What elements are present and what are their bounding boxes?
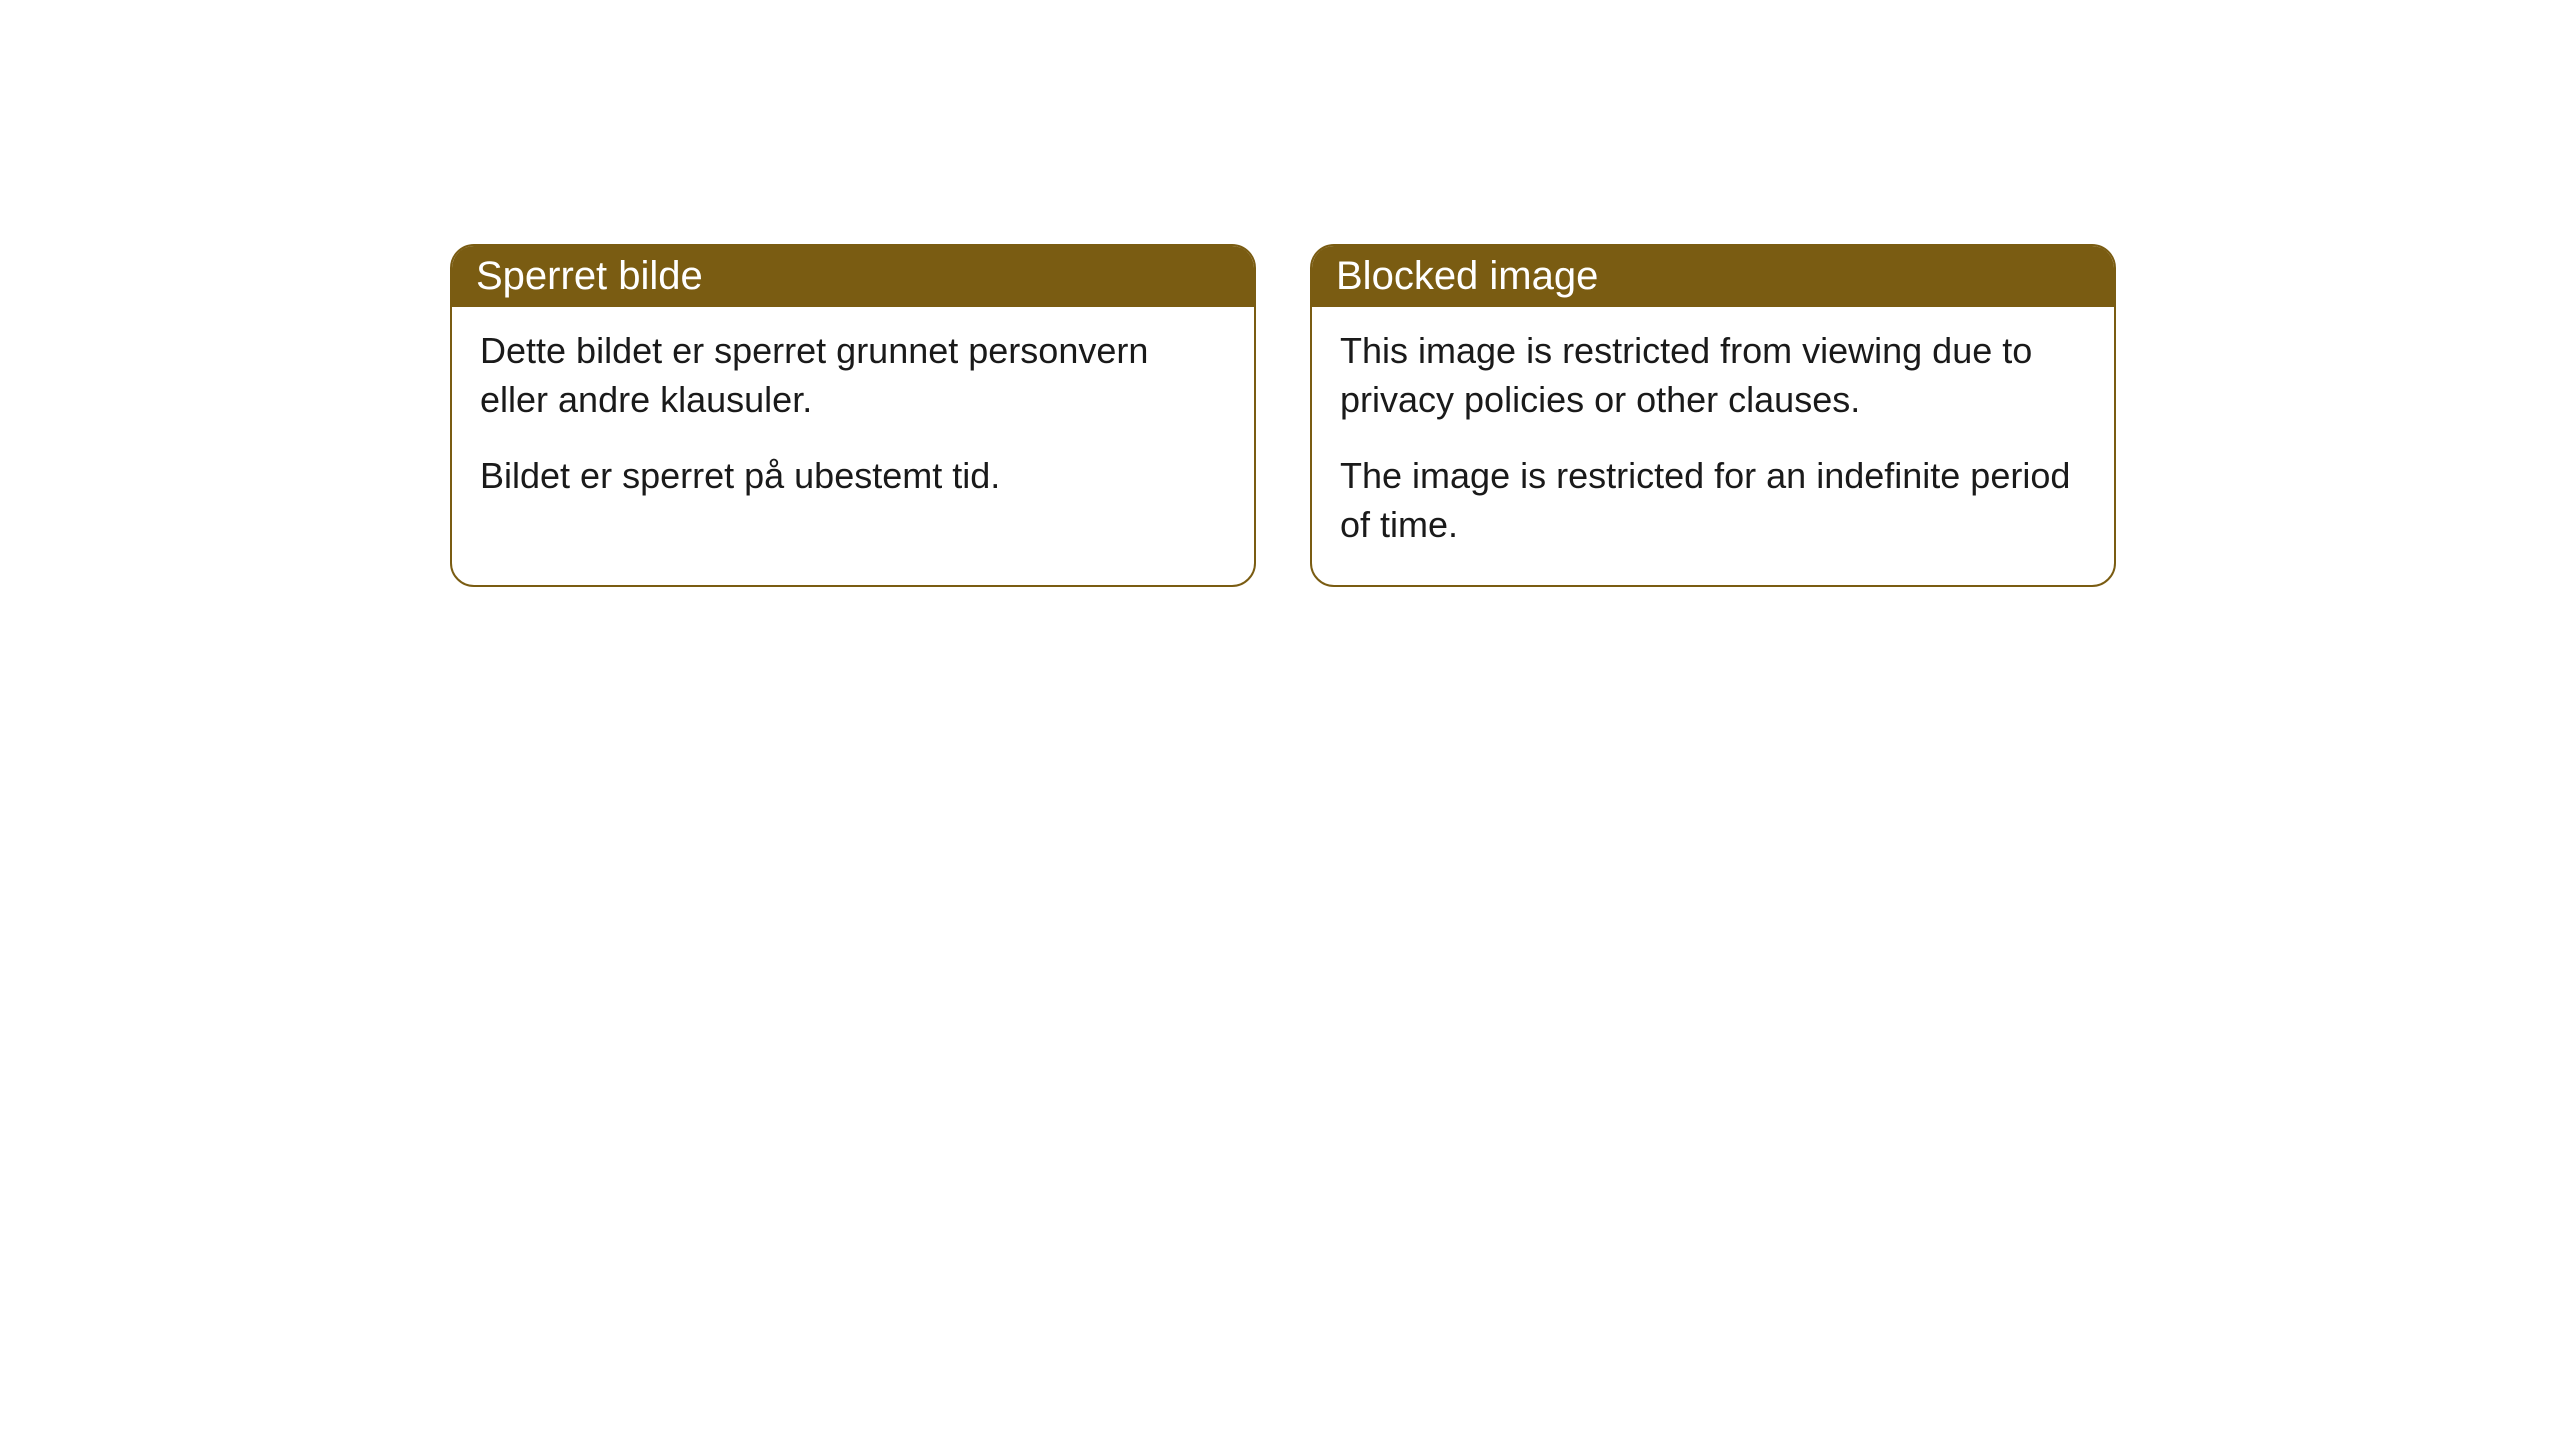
card-header-en: Blocked image xyxy=(1312,246,2114,307)
card-body-en: This image is restricted from viewing du… xyxy=(1312,307,2114,585)
notice-cards-container: Sperret bilde Dette bildet er sperret gr… xyxy=(450,244,2116,587)
card-paragraph: This image is restricted from viewing du… xyxy=(1340,327,2086,424)
card-paragraph: Dette bildet er sperret grunnet personve… xyxy=(480,327,1226,424)
card-paragraph: Bildet er sperret på ubestemt tid. xyxy=(480,452,1226,501)
blocked-image-card-no: Sperret bilde Dette bildet er sperret gr… xyxy=(450,244,1256,587)
card-header-no: Sperret bilde xyxy=(452,246,1254,307)
card-body-no: Dette bildet er sperret grunnet personve… xyxy=(452,307,1254,537)
blocked-image-card-en: Blocked image This image is restricted f… xyxy=(1310,244,2116,587)
card-paragraph: The image is restricted for an indefinit… xyxy=(1340,452,2086,549)
